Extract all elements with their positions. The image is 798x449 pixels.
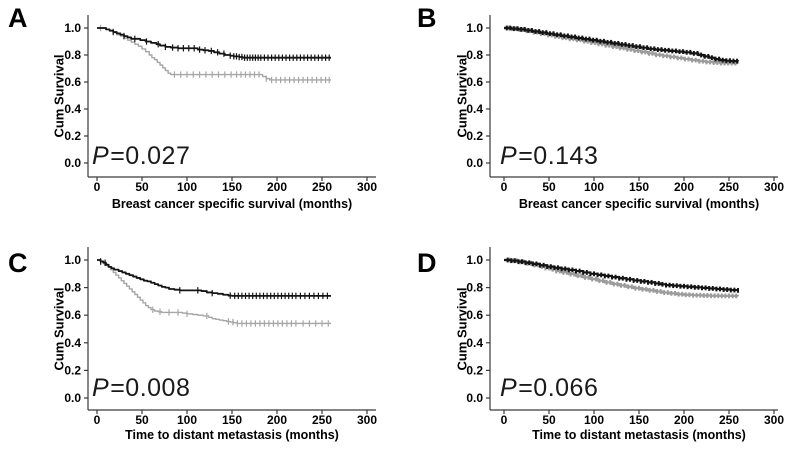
x-tick-label: 50 [542, 180, 556, 194]
x-tick-label: 50 [135, 180, 149, 194]
y-tick-label: 0.2 [64, 129, 81, 143]
panel-d: 0 50 100 150 200 250 300 0.0 0.2 0.4 0.6 0.8 1.0 D C… [398, 225, 796, 449]
y-tick-label: 0.4 [64, 336, 81, 350]
y-tick-label: 1.0 [64, 253, 81, 267]
x-tick-label: 200 [267, 180, 287, 194]
group2-gray-curve [97, 27, 331, 81]
p-value-number: =0.008 [110, 374, 191, 402]
panel-a: 0 50 100 150 200 250 300 0.0 0.2 0.4 0.6 0.8 1.0 A C… [0, 0, 398, 224]
y-tick-label: 0.4 [466, 336, 483, 350]
p-value: P=0.143 [500, 144, 598, 169]
y-tick-label: 0.6 [466, 308, 483, 322]
x-tick-label: 200 [674, 180, 694, 194]
x-axis-label: Breast cancer specific survival (months) [111, 197, 353, 211]
y-tick-label: 0.6 [64, 308, 81, 322]
y-axis-label: Cum Survival [51, 54, 67, 138]
x-tick-label: 0 [501, 413, 508, 427]
x-tick-label: 0 [501, 180, 508, 194]
x-tick-label: 150 [629, 180, 649, 194]
x-axis-label: Time to distant metastasis (months) [532, 428, 746, 442]
survival-plot-b: 0 50 100 150 200 250 300 0.0 0.2 0.4 0.6 0.8 1.0 [466, 15, 784, 194]
x-tick-label: 150 [629, 413, 649, 427]
x-tick-label: 50 [135, 413, 149, 427]
x-tick-label: 300 [764, 413, 784, 427]
group1-black-curve [97, 27, 331, 59]
survival-plot-d: 0 50 100 150 200 250 300 0.0 0.2 0.4 0.6 0.8 1.0 [466, 247, 784, 427]
p-value: P=0.008 [92, 376, 190, 401]
y-axis-label: Cum Survival [454, 54, 470, 138]
x-tick-label: 100 [177, 180, 197, 194]
panel-c: 0 50 100 150 200 250 300 0.0 0.2 0.4 0.6 0.8 1.0 C C… [0, 225, 398, 449]
x-tick-label: 250 [719, 413, 739, 427]
x-tick-label: 150 [222, 413, 242, 427]
x-tick-label: 300 [764, 180, 784, 194]
y-tick-label: 0.0 [466, 391, 483, 405]
p-value-number: =0.066 [518, 374, 599, 402]
y-tick-label: 0.4 [64, 102, 81, 116]
y-tick-label: 0.2 [466, 129, 483, 143]
x-tick-label: 0 [94, 413, 101, 427]
y-tick-label: 0.8 [466, 48, 483, 62]
y-tick-label: 1.0 [466, 21, 483, 35]
panel-label: A [8, 3, 28, 33]
y-axis-label: Cum Survival [51, 287, 67, 371]
panel-label: D [417, 248, 437, 278]
survival-plot-c: 0 50 100 150 200 250 300 0.0 0.2 0.4 0.6 0.8 1.0 [64, 247, 377, 427]
p-value-number: =0.027 [110, 142, 191, 170]
p-value-symbol: P [92, 374, 110, 402]
y-tick-label: 0.4 [466, 102, 483, 116]
x-tick-label: 200 [267, 413, 287, 427]
y-tick-label: 1.0 [466, 253, 483, 267]
p-value: P=0.066 [500, 376, 598, 401]
y-tick-label: 0.0 [466, 156, 483, 170]
y-tick-label: 0.8 [466, 281, 483, 295]
p-value-symbol: P [500, 142, 518, 170]
x-tick-label: 100 [177, 413, 197, 427]
group1-black-curve [97, 259, 331, 297]
x-axis-label: Time to distant metastasis (months) [125, 428, 339, 442]
x-tick-label: 300 [357, 180, 377, 194]
y-tick-label: 0.2 [466, 363, 483, 377]
x-tick-label: 250 [312, 180, 332, 194]
x-tick-label: 50 [542, 413, 556, 427]
y-tick-label: 0.6 [64, 75, 81, 89]
x-tick-label: 0 [94, 180, 101, 194]
y-tick-label: 0.0 [64, 391, 81, 405]
y-axis-label: Cum Survival [454, 287, 470, 371]
x-tick-label: 150 [222, 180, 242, 194]
y-tick-label: 0.8 [64, 281, 81, 295]
p-value: P=0.027 [92, 144, 190, 169]
panel-label: C [8, 248, 28, 278]
p-value-number: =0.143 [518, 142, 599, 170]
y-tick-label: 0.8 [64, 48, 81, 62]
y-tick-label: 1.0 [64, 21, 81, 35]
y-tick-label: 0.2 [64, 363, 81, 377]
panel-label: B [417, 3, 437, 33]
y-tick-label: 0.0 [64, 156, 81, 170]
x-tick-label: 250 [719, 180, 739, 194]
group2-gray-curve [97, 259, 331, 325]
survival-plot-a: 0 50 100 150 200 250 300 0.0 0.2 0.4 0.6 0.8 1.0 [64, 15, 377, 194]
p-value-symbol: P [500, 374, 518, 402]
x-axis-label: Breast cancer specific survival (months) [518, 197, 760, 211]
x-tick-label: 300 [357, 413, 377, 427]
x-tick-label: 100 [584, 413, 604, 427]
p-value-symbol: P [92, 142, 110, 170]
x-tick-label: 250 [312, 413, 332, 427]
panel-b: 0 50 100 150 200 250 300 0.0 0.2 0.4 0.6 0.8 1.0 B C… [398, 0, 796, 224]
y-tick-label: 0.6 [466, 75, 483, 89]
x-tick-label: 200 [674, 413, 694, 427]
x-tick-label: 100 [584, 180, 604, 194]
